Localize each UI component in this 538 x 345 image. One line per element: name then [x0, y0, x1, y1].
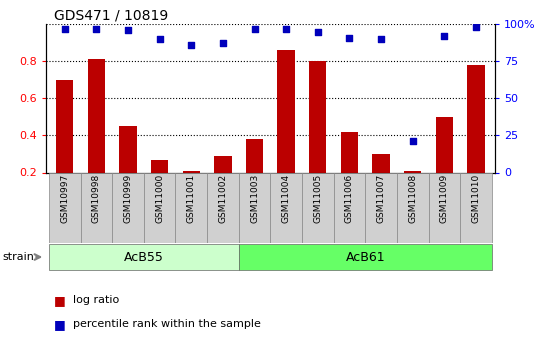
Text: GSM11009: GSM11009 [440, 174, 449, 223]
Bar [372, 154, 390, 172]
Bar [151, 159, 168, 172]
FancyBboxPatch shape [49, 173, 81, 243]
Bar [246, 139, 263, 172]
Text: GSM11004: GSM11004 [282, 174, 291, 223]
Point [377, 36, 385, 42]
Text: GSM10998: GSM10998 [92, 174, 101, 223]
Text: strain: strain [3, 252, 34, 262]
Bar [56, 80, 73, 172]
Point [282, 26, 291, 31]
Text: GSM11003: GSM11003 [250, 174, 259, 223]
Point [218, 41, 227, 46]
Text: GSM11007: GSM11007 [377, 174, 386, 223]
FancyBboxPatch shape [397, 173, 429, 243]
FancyBboxPatch shape [175, 173, 207, 243]
Point [124, 27, 132, 33]
FancyBboxPatch shape [112, 173, 144, 243]
Text: AcB55: AcB55 [124, 250, 164, 264]
FancyBboxPatch shape [49, 244, 239, 270]
Text: GSM10999: GSM10999 [124, 174, 132, 223]
Text: GSM11008: GSM11008 [408, 174, 417, 223]
FancyBboxPatch shape [460, 173, 492, 243]
Text: GSM11002: GSM11002 [218, 174, 228, 223]
Bar [119, 126, 137, 172]
Bar [404, 171, 421, 172]
Point [250, 26, 259, 31]
Point [345, 35, 354, 40]
FancyBboxPatch shape [207, 173, 239, 243]
Bar [182, 171, 200, 172]
FancyBboxPatch shape [365, 173, 397, 243]
Text: ■: ■ [54, 294, 66, 307]
FancyBboxPatch shape [81, 173, 112, 243]
FancyBboxPatch shape [144, 173, 175, 243]
FancyBboxPatch shape [429, 173, 460, 243]
Text: GSM11006: GSM11006 [345, 174, 354, 223]
Text: AcB61: AcB61 [345, 250, 385, 264]
Point [440, 33, 449, 39]
Point [314, 29, 322, 34]
FancyBboxPatch shape [302, 173, 334, 243]
Point [187, 42, 195, 48]
FancyBboxPatch shape [239, 173, 270, 243]
Point [408, 139, 417, 144]
Text: GSM11000: GSM11000 [155, 174, 164, 223]
Bar [214, 156, 231, 172]
FancyBboxPatch shape [239, 244, 492, 270]
Bar [278, 50, 295, 172]
Text: GDS471 / 10819: GDS471 / 10819 [54, 9, 168, 23]
Bar [88, 59, 105, 172]
Text: percentile rank within the sample: percentile rank within the sample [73, 319, 260, 329]
Text: ■: ■ [54, 318, 66, 331]
Bar [309, 61, 327, 172]
Bar [436, 117, 453, 172]
Point [155, 36, 164, 42]
FancyBboxPatch shape [334, 173, 365, 243]
Point [92, 26, 101, 31]
Point [60, 26, 69, 31]
Bar [341, 132, 358, 172]
Text: GSM10997: GSM10997 [60, 174, 69, 223]
Text: GSM11010: GSM11010 [471, 174, 480, 223]
Text: GSM11005: GSM11005 [313, 174, 322, 223]
Text: log ratio: log ratio [73, 295, 119, 305]
FancyBboxPatch shape [270, 173, 302, 243]
Text: GSM11001: GSM11001 [187, 174, 196, 223]
Point [472, 24, 480, 30]
Bar [468, 65, 485, 172]
